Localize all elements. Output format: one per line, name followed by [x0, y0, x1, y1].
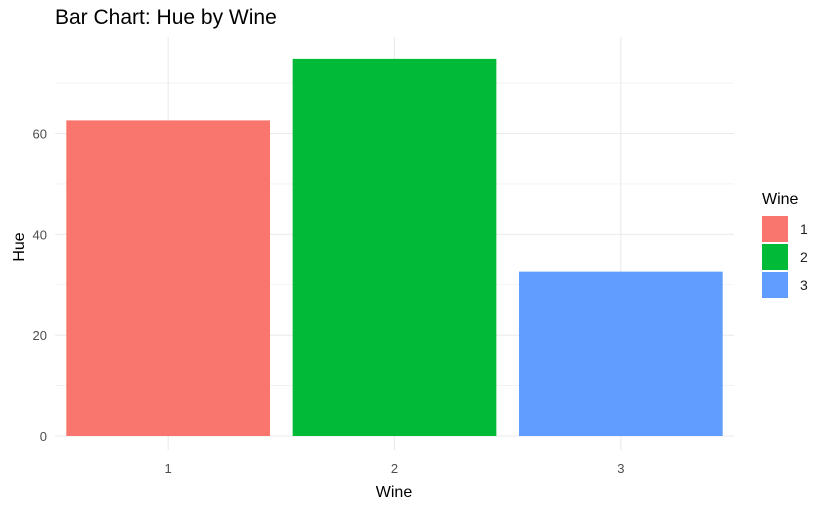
x-tick-label: 1 — [165, 461, 172, 476]
bar-wine-1 — [66, 120, 271, 437]
legend-label: 2 — [800, 249, 808, 265]
x-tick-label: 3 — [617, 461, 624, 476]
chart-title: Bar Chart: Hue by Wine — [55, 6, 277, 29]
x-axis-label: Wine — [376, 484, 413, 501]
y-tick-label: 60 — [33, 127, 47, 142]
x-tick-label: 2 — [391, 461, 398, 476]
legend-item: 1 — [762, 215, 808, 243]
y-tick-label: 0 — [40, 429, 47, 444]
bar-wine-2 — [292, 58, 497, 437]
legend-label: 3 — [800, 277, 808, 293]
y-tick-label: 20 — [33, 328, 47, 343]
legend-item: 3 — [762, 271, 808, 299]
legend: Wine 1 2 3 — [762, 191, 808, 299]
legend-swatch — [762, 272, 788, 298]
legend-swatch — [762, 216, 788, 242]
legend-label: 1 — [800, 221, 808, 237]
y-tick-label: 40 — [33, 227, 47, 242]
legend-title: Wine — [762, 191, 799, 208]
legend-item: 2 — [762, 243, 808, 271]
bars — [66, 58, 723, 437]
tick-labels: 0 20 40 60 1 2 3 — [33, 127, 625, 477]
bar-wine-3 — [518, 271, 723, 436]
y-axis-label: Hue — [11, 232, 28, 261]
legend-swatch — [762, 244, 788, 270]
